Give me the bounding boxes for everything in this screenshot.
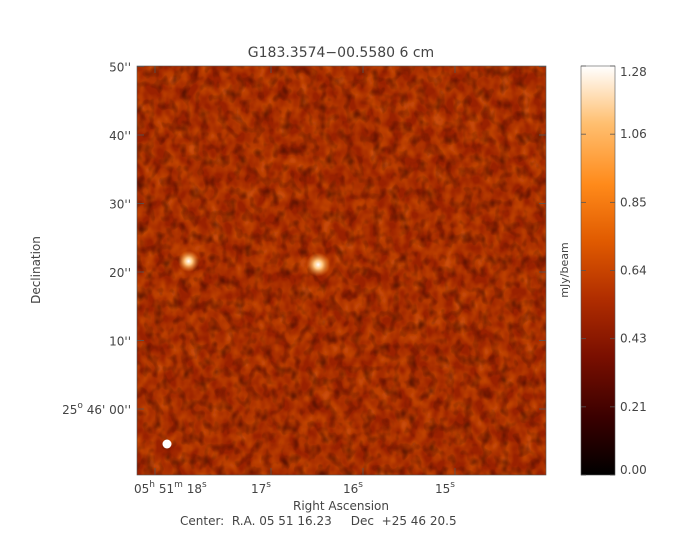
x-axis: 05h 51m 18s 17s 16s 15s: [134, 66, 456, 496]
y-tick-label: 50'': [109, 61, 131, 75]
colorbar-tick-label: 1.06: [620, 127, 647, 141]
source-1: [306, 252, 331, 277]
y-tick-label: 30'': [109, 198, 131, 212]
source-2: [177, 250, 200, 272]
x-tick-label: 17s: [251, 480, 271, 496]
y-tick-label: 40'': [109, 129, 131, 143]
colorbar-tick-label: 1.28: [620, 65, 647, 79]
y-tick-label: 25o 46' 00'': [62, 401, 131, 417]
colorbar-tick-label: 0.64: [620, 264, 647, 278]
y-tick-label: 10'': [109, 335, 131, 349]
heatmap-plot: [137, 66, 546, 475]
colorbar-label: mJy/beam: [558, 242, 571, 297]
x-axis-label: Right Ascension: [293, 499, 389, 513]
y-axis: 25o 46' 00'' 10'' 20'' 30'' 40'' 50'': [62, 61, 546, 417]
colorbar: [580, 65, 616, 476]
center-coordinates: Center: R.A. 05 51 16.23 Dec +25 46 20.5: [180, 514, 457, 528]
y-tick-label: 20'': [109, 266, 131, 280]
x-tick-label: 05h 51m 18s: [134, 480, 207, 496]
sources-layer: [177, 250, 331, 277]
x-tick-label: 15s: [435, 480, 455, 496]
colorbar-tick-label: 0.21: [620, 400, 647, 414]
x-tick-label: 16s: [343, 480, 363, 496]
y-axis-label: Declination: [29, 236, 43, 304]
beam-marker: [162, 439, 172, 449]
colorbar-tick-label: 0.43: [620, 332, 647, 346]
chart-title: G183.3574−00.5580 6 cm: [248, 45, 434, 61]
colorbar-tick-label: 0.00: [620, 463, 647, 477]
colorbar-ticks: 1.28 1.06 0.85 0.64 0.43 0.21 0.00: [581, 65, 647, 477]
heatmap-dark-noise: [137, 66, 546, 475]
plot-frame: [136, 65, 547, 476]
colorbar-tick-label: 0.85: [620, 195, 647, 209]
